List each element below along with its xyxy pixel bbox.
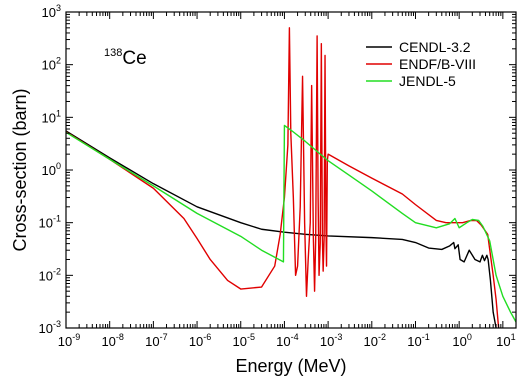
series-line-0	[66, 130, 497, 328]
x-tick-label: 101	[496, 332, 515, 349]
y-tick-label: 100	[42, 161, 61, 178]
x-tick-label: 10-8	[101, 332, 123, 349]
y-tick-label: 103	[42, 3, 61, 20]
y-tick-label: 101	[42, 108, 61, 125]
legend-label-0: CENDL-3.2	[399, 39, 471, 55]
x-tick-label: 10-4	[276, 332, 298, 349]
y-tick-label: 10-2	[39, 266, 61, 283]
legend-label-2: JENDL-5	[399, 73, 456, 89]
isotope-mass-number: 138	[104, 47, 122, 59]
x-tick-label: 100	[452, 332, 471, 349]
isotope-symbol: Ce	[122, 48, 146, 69]
series-line-2	[66, 124, 516, 323]
y-tick-label: 102	[42, 56, 61, 73]
x-tick-label: 10-2	[364, 332, 386, 349]
x-tick-label: 10-7	[145, 332, 167, 349]
x-tick-label: 10-9	[58, 332, 80, 349]
x-tick-label: 10-6	[189, 332, 211, 349]
x-tick-label: 10-1	[407, 332, 429, 349]
y-tick-label: 10-3	[39, 319, 61, 336]
y-axis-label: Cross-section (barn)	[10, 88, 30, 251]
x-axis-label: Energy (MeV)	[235, 356, 346, 376]
series-line-1	[66, 27, 500, 328]
x-tick-label: 10-5	[232, 332, 254, 349]
legend-label-1: ENDF/B-VIII	[399, 56, 476, 72]
x-tick-label: 10-3	[320, 332, 342, 349]
isotope-annotation: 138Ce	[104, 47, 147, 69]
y-tick-label: 10-1	[39, 214, 61, 231]
